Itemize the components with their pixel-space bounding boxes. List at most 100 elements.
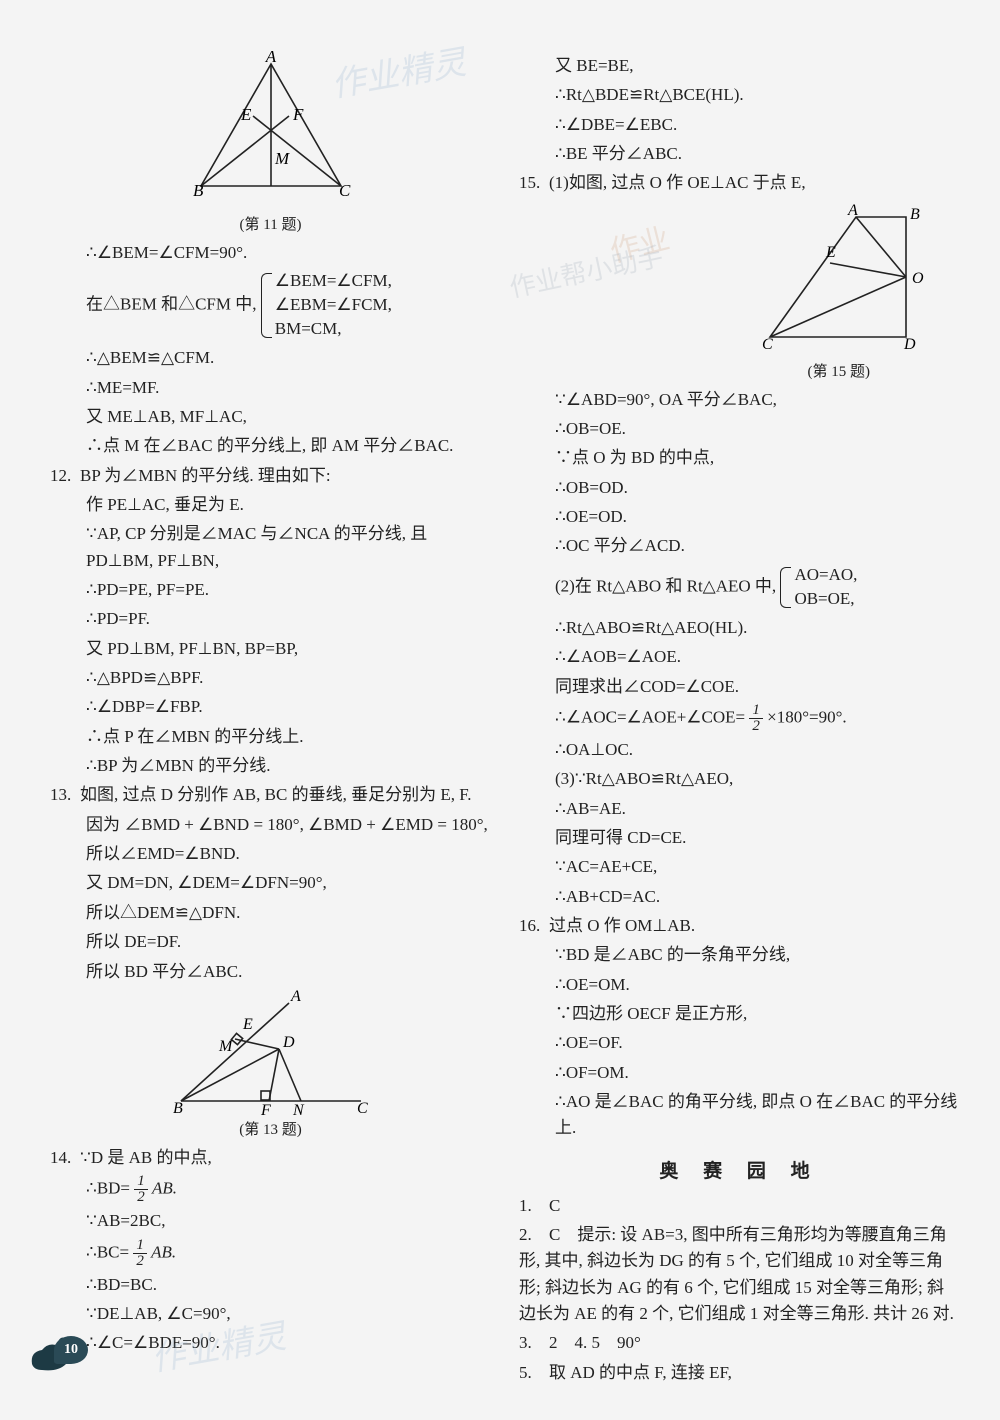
fig15-C: C <box>762 336 773 353</box>
fig13-M: M <box>218 1038 234 1055</box>
text-line: 又 ME⊥AB, MF⊥AC, <box>50 404 491 430</box>
fig13-D: D <box>282 1034 295 1051</box>
fraction-half: 12 <box>749 703 763 734</box>
text-line: ∵点 O 为 BD 的中点, <box>519 445 960 471</box>
fig11-F: F <box>292 105 304 124</box>
text-line: ∴AO 是∠BAC 的角平分线, 即点 O 在∠BAC 的平分线上. <box>519 1089 960 1142</box>
text: 过点 O 作 OM⊥AB. <box>549 916 695 935</box>
text-line: ∴∠C=∠BDE=90°. <box>50 1330 491 1356</box>
text-line: ∴PD=PF. <box>50 606 491 632</box>
qnum: 2. <box>519 1222 549 1248</box>
text: C 提示: 设 AB=3, 图中所有三角形均为等腰直角三角形, 其中, 斜边长为… <box>519 1225 954 1323</box>
fig15-B: B <box>910 206 920 223</box>
text-line: ∴PD=PE, PF=PE. <box>50 577 491 603</box>
fig13-N: N <box>292 1102 305 1119</box>
text-line: ∴∠DBE=∠EBC. <box>519 112 960 138</box>
fig15-D: D <box>903 336 916 353</box>
brace-row: AO=AO, <box>794 563 857 587</box>
text-line: ∴OC 平分∠ACD. <box>519 533 960 559</box>
qnum: 14. <box>50 1145 80 1171</box>
text-line: ∴△BPD≌△BPF. <box>50 665 491 691</box>
text: ×180°=90°. <box>767 707 847 726</box>
fig15-E: E <box>825 244 836 261</box>
text-line: ∴OB=OD. <box>519 475 960 501</box>
fig11-C: C <box>339 181 351 200</box>
q16: 16.过点 O 作 OM⊥AB. <box>519 913 960 939</box>
text-line: ∵AP, CP 分别是∠MAC 与∠NCA 的平分线, 且 PD⊥BM, PF⊥… <box>50 521 491 574</box>
text-line: ∴OE=OM. <box>519 972 960 998</box>
qnum: 3. <box>519 1330 549 1356</box>
text-line: 又 BE=BE, <box>519 53 960 79</box>
text-line: (2)在 Rt△ABO 和 Rt△AEO 中, AO=AO, OB=OE, <box>519 563 960 612</box>
text-line: 又 PD⊥BM, PF⊥BN, BP=BP, <box>50 636 491 662</box>
fig11-M: M <box>274 149 290 168</box>
text-line: ∴△BEM≌△CFM. <box>50 345 491 371</box>
qnum: 5. <box>519 1360 549 1386</box>
q14: 14.∵D 是 AB 的中点, <box>50 1145 491 1171</box>
text: AB. <box>151 1242 176 1261</box>
text-line: ∴ME=MF. <box>50 375 491 401</box>
section-title: 奥 赛 园 地 <box>519 1156 960 1183</box>
brace-row: OB=OE, <box>794 587 857 611</box>
text-line: ∵四边形 OECF 是正方形, <box>519 1001 960 1027</box>
text-line: 同理求出∠COD=∠COE. <box>519 674 960 700</box>
text-line: ∴OB=OE. <box>519 416 960 442</box>
text-line: ∴点 M 在∠BAC 的平分线上, 即 AM 平分∠BAC. <box>50 433 491 459</box>
text: ∴BD= <box>86 1179 130 1198</box>
text-line: ∴AB=AE. <box>519 796 960 822</box>
text-line: 又 DM=DN, ∠DEM=∠DFN=90°, <box>50 870 491 896</box>
figure-15-svg: A B C D O E <box>670 203 930 353</box>
fig15-O: O <box>912 270 924 287</box>
text: (2)在 Rt△ABO 和 Rt△AEO 中, <box>555 576 776 595</box>
text: (1)如图, 过点 O 作 OE⊥AC 于点 E, <box>549 173 806 192</box>
text-line: ∵AC=AE+CE, <box>519 854 960 880</box>
left-column: A B C E F M (第 11 题) ∴∠BEM=∠CFM=90°. 在△B… <box>50 50 491 1389</box>
a5: 5.取 AD 的中点 F, 连接 EF, <box>519 1360 960 1386</box>
figure-11: A B C E F M <box>50 56 491 211</box>
text-line: ∴AB+CD=AC. <box>519 884 960 910</box>
text-line: ∴BC= 12 AB. <box>50 1238 491 1269</box>
fig15-A: A <box>847 202 858 219</box>
fig11-A: A <box>264 47 276 66</box>
fig13-B: B <box>173 1100 183 1117</box>
text: 取 AD 的中点 F, 连接 EF, <box>549 1363 732 1382</box>
brace-row: ∠BEM=∠CFM, <box>275 269 392 293</box>
text-line: 因为 ∠BMD + ∠BND = 180°, ∠BMD + ∠EMD = 180… <box>50 812 491 838</box>
fraction-half: 12 <box>134 1174 148 1205</box>
fig13-A: A <box>290 988 301 1005</box>
brace: ∠BEM=∠CFM, ∠EBM=∠FCM, BM=CM, <box>261 269 392 342</box>
page: A B C E F M (第 11 题) ∴∠BEM=∠CFM=90°. 在△B… <box>50 50 960 1389</box>
text-line: ∵BD 是∠ABC 的一条角平分线, <box>519 942 960 968</box>
qnum: 16. <box>519 913 549 939</box>
text-line: ∴OE=OF. <box>519 1030 960 1056</box>
text: AB. <box>152 1179 177 1198</box>
text-line: ∵DE⊥AB, ∠C=90°, <box>50 1301 491 1327</box>
text-line: ∴BD= 12 AB. <box>50 1174 491 1205</box>
text-line: 所以 BD 平分∠ABC. <box>50 959 491 985</box>
fraction-half: 12 <box>133 1238 147 1269</box>
fig13-C: C <box>357 1100 368 1117</box>
text-line: 同理可得 CD=CE. <box>519 825 960 851</box>
figure-13-caption: (第 13 题) <box>50 1118 491 1139</box>
text: 如图, 过点 D 分别作 AB, BC 的垂线, 垂足分别为 E, F. <box>80 785 472 804</box>
text: ∴BC= <box>86 1242 129 1261</box>
text-line: 所以∠EMD=∠BND. <box>50 841 491 867</box>
text-line: ∵AB=2BC, <box>50 1208 491 1234</box>
figure-11-caption: (第 11 题) <box>50 213 491 234</box>
text-line: ∴Rt△ABO≌Rt△AEO(HL). <box>519 615 960 641</box>
figure-15: A B C D O E <box>519 203 960 358</box>
a2: 2.C 提示: 设 AB=3, 图中所有三角形均为等腰直角三角形, 其中, 斜边… <box>519 1222 960 1327</box>
text-line: ∴∠AOC=∠AOE+∠COE= 12 ×180°=90°. <box>519 703 960 734</box>
fig11-B: B <box>193 181 204 200</box>
figure-15-caption: (第 15 题) <box>519 360 960 381</box>
right-column: 又 BE=BE, ∴Rt△BDE≌Rt△BCE(HL). ∴∠DBE=∠EBC.… <box>519 50 960 1389</box>
qnum: 12. <box>50 463 80 489</box>
text-line: ∴OA⊥OC. <box>519 737 960 763</box>
text-line: 作 PE⊥AC, 垂足为 E. <box>50 492 491 518</box>
text-line: 所以 DE=DF. <box>50 929 491 955</box>
text: C <box>549 1196 560 1215</box>
text-line: ∴∠DBP=∠FBP. <box>50 694 491 720</box>
text-line: ∴BE 平分∠ABC. <box>519 141 960 167</box>
qnum: 15. <box>519 170 549 196</box>
figure-11-svg: A B C E F M <box>171 56 371 206</box>
